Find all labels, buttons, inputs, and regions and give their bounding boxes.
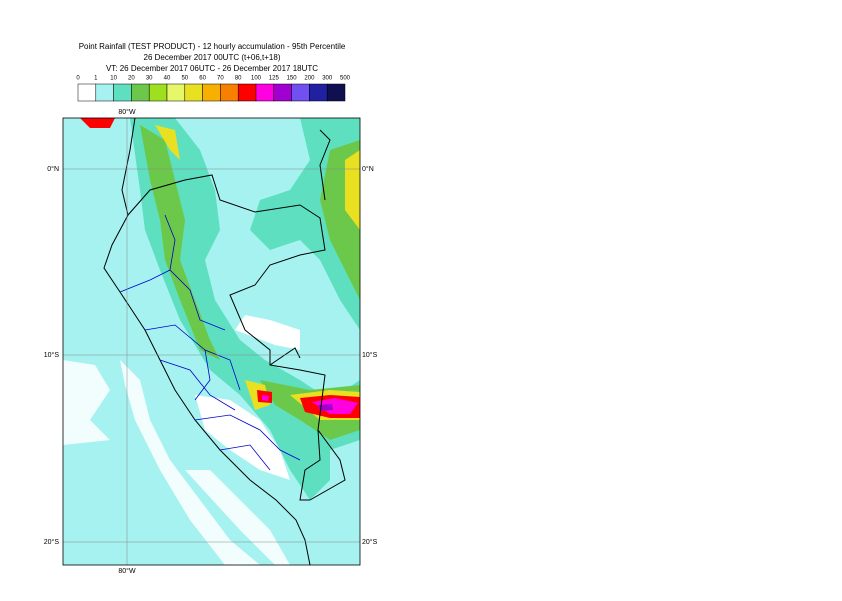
- legend: 0 1 10 20 30 40 50 60 70 80 100 125 150 200 300 500: [76, 76, 351, 102]
- legend-label: 125: [269, 76, 280, 82]
- legend-swatch: [220, 83, 239, 102]
- map: [63, 118, 360, 565]
- legend-swatch: [273, 83, 292, 102]
- legend-label: 300: [322, 76, 333, 82]
- dry-area: [63, 360, 290, 565]
- legend-swatch: [326, 83, 346, 102]
- legend-swatch: [184, 83, 203, 102]
- legend-label: 100: [251, 76, 262, 82]
- legend-label: 200: [304, 76, 315, 82]
- legend-label: 60: [199, 76, 206, 82]
- legend-label: 10: [110, 76, 117, 82]
- heavy-rain-area: [155, 125, 360, 420]
- legend-label: 500: [340, 76, 351, 82]
- lat-label: 10°S: [362, 351, 378, 359]
- legend-swatch: [166, 83, 186, 102]
- lat-label: 10°S: [44, 351, 60, 359]
- legend-label: 70: [217, 76, 224, 82]
- legend-swatch: [291, 83, 310, 102]
- legend-label: 1: [94, 76, 98, 82]
- legend-swatch: [202, 83, 221, 102]
- map-frame: [62, 117, 361, 566]
- lat-label: 20°S: [362, 538, 378, 546]
- lon-label: 80°W: [118, 108, 136, 116]
- legend-label: 30: [146, 76, 153, 82]
- lat-label: 0°N: [362, 165, 374, 173]
- lat-label: 20°S: [44, 538, 60, 546]
- legend-swatch: [113, 83, 132, 102]
- legend-swatch: [77, 83, 97, 102]
- title-block: Point Rainfall (TEST PRODUCT) - 12 hourl…: [79, 42, 346, 73]
- legend-swatch: [237, 83, 257, 102]
- legend-swatch: [255, 83, 275, 102]
- legend-swatch: [148, 83, 168, 102]
- country-border: [127, 129, 346, 501]
- legend-label: 0: [76, 76, 80, 82]
- title-line: VT: 26 December 2017 06UTC - 26 December…: [106, 64, 318, 73]
- legend-swatch: [131, 83, 150, 102]
- dry-area: [195, 315, 300, 480]
- legend-label: 20: [128, 76, 135, 82]
- legend-swatch: [309, 83, 328, 102]
- region-border: [119, 214, 301, 471]
- title-line: Point Rainfall (TEST PRODUCT) - 12 hourl…: [79, 42, 346, 51]
- lat-label: 0°N: [47, 165, 59, 173]
- legend-label: 150: [287, 76, 298, 82]
- legend-swatch: [95, 83, 114, 102]
- heavy-rain-area: [318, 404, 333, 411]
- legend-label: 50: [181, 76, 188, 82]
- title-line: 26 December 2017 00UTC (t+06,t+18): [144, 53, 281, 62]
- legend-label: 80: [235, 76, 242, 82]
- legend-label: 40: [164, 76, 171, 82]
- heavy-rain-area: [262, 395, 358, 414]
- axis-labels: 80°W 80°W 0°N 10°S 20°S 0°N 10°S 20°S: [44, 108, 378, 575]
- lon-label: 80°W: [118, 567, 136, 575]
